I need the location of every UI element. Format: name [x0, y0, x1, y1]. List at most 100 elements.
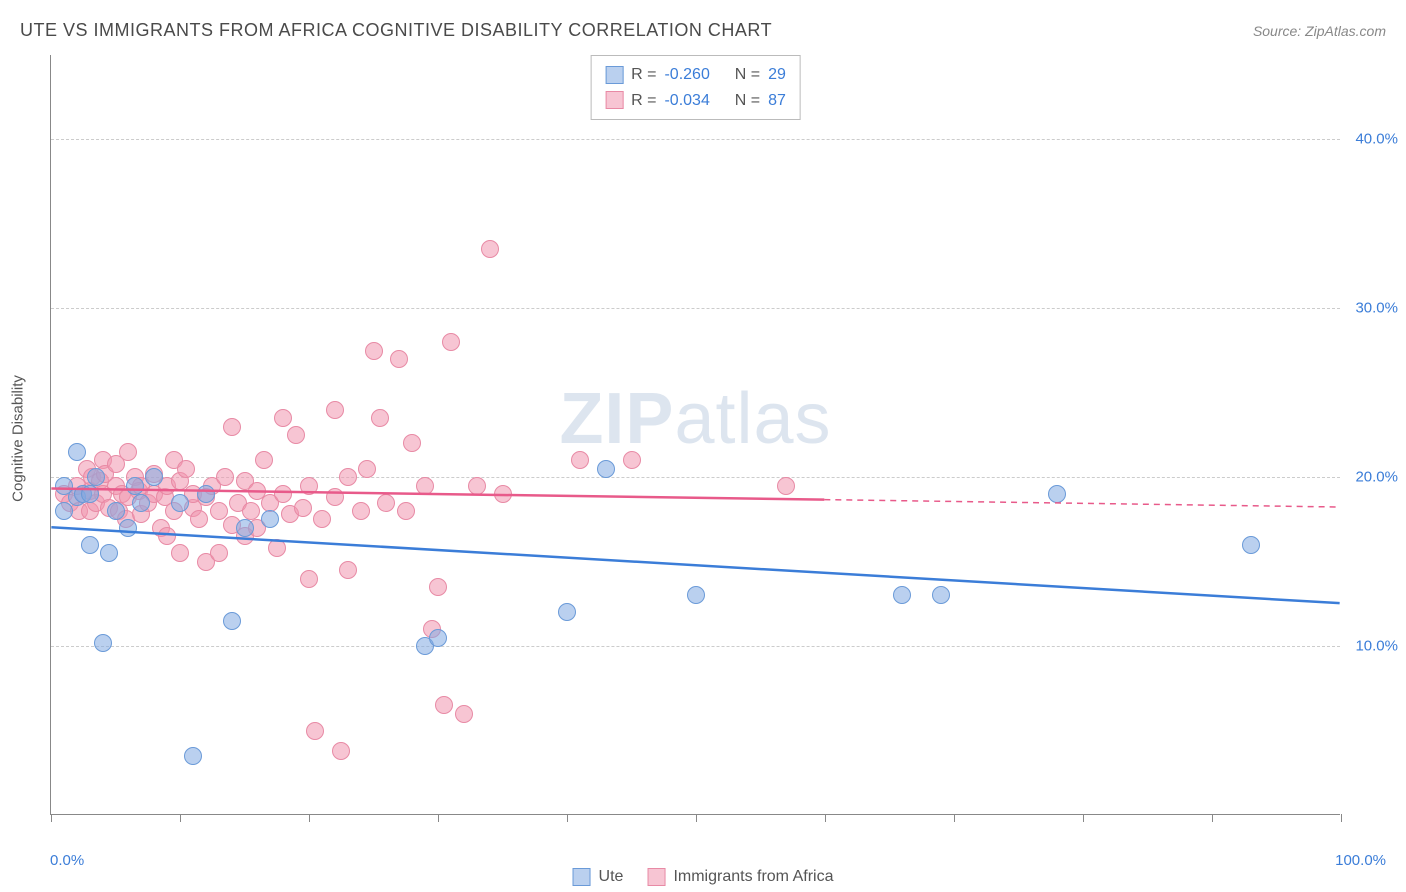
x-tick — [180, 814, 181, 822]
data-point-ute — [107, 502, 125, 520]
trend-line-dashed-africa — [824, 500, 1339, 507]
y-tick-label: 40.0% — [1346, 131, 1398, 148]
data-point-africa — [365, 342, 383, 360]
legend-item-ute: Ute — [573, 868, 624, 886]
data-point-africa — [571, 451, 589, 469]
data-point-africa — [481, 240, 499, 258]
x-tick — [51, 814, 52, 822]
legend-row-ute: R = -0.260 N = 29 — [605, 62, 786, 88]
data-point-ute — [893, 586, 911, 604]
legend-label-ute: Ute — [599, 868, 624, 886]
n-value-africa: 87 — [768, 88, 786, 114]
data-point-ute — [261, 510, 279, 528]
x-tick — [954, 814, 955, 822]
r-value-africa: -0.034 — [664, 88, 709, 114]
x-tick — [309, 814, 310, 822]
x-axis-max-label: 100.0% — [1335, 852, 1386, 869]
n-value-ute: 29 — [768, 62, 786, 88]
data-point-africa — [274, 485, 292, 503]
data-point-africa — [352, 502, 370, 520]
data-point-africa — [326, 401, 344, 419]
x-tick — [1212, 814, 1213, 822]
y-tick-label: 30.0% — [1346, 300, 1398, 317]
watermark-zip: ZIP — [559, 379, 674, 459]
legend-label-africa: Immigrants from Africa — [673, 868, 833, 886]
x-axis-min-label: 0.0% — [50, 852, 84, 869]
x-tick — [696, 814, 697, 822]
swatch-africa-bottom — [647, 868, 665, 886]
data-point-africa — [255, 451, 273, 469]
data-point-ute — [171, 494, 189, 512]
data-point-africa — [190, 510, 208, 528]
data-point-ute — [81, 485, 99, 503]
data-point-africa — [390, 350, 408, 368]
x-tick — [567, 814, 568, 822]
data-point-ute — [132, 494, 150, 512]
data-point-africa — [371, 409, 389, 427]
data-point-africa — [397, 502, 415, 520]
data-point-africa — [339, 468, 357, 486]
data-point-ute — [558, 603, 576, 621]
data-point-africa — [242, 502, 260, 520]
x-tick — [1083, 814, 1084, 822]
data-point-africa — [455, 705, 473, 723]
series-legend: Ute Immigrants from Africa — [573, 868, 834, 886]
data-point-africa — [313, 510, 331, 528]
data-point-ute — [687, 586, 705, 604]
chart-title: UTE VS IMMIGRANTS FROM AFRICA COGNITIVE … — [20, 20, 772, 41]
x-tick — [1341, 814, 1342, 822]
y-axis-label: Cognitive Disability — [10, 375, 27, 502]
data-point-africa — [442, 333, 460, 351]
data-point-africa — [119, 443, 137, 461]
data-point-ute — [1242, 536, 1260, 554]
plot-area: ZIPatlas R = -0.260 N = 29 R = -0.034 N … — [50, 55, 1340, 815]
data-point-ute — [87, 468, 105, 486]
data-point-africa — [429, 578, 447, 596]
data-point-africa — [494, 485, 512, 503]
data-point-ute — [55, 502, 73, 520]
swatch-africa — [605, 91, 623, 109]
data-point-africa — [403, 434, 421, 452]
r-label: R = — [631, 62, 656, 88]
data-point-africa — [332, 742, 350, 760]
data-point-africa — [158, 527, 176, 545]
data-point-ute — [68, 443, 86, 461]
data-point-africa — [306, 722, 324, 740]
data-point-ute — [94, 634, 112, 652]
data-point-africa — [623, 451, 641, 469]
data-point-africa — [358, 460, 376, 478]
data-point-ute — [100, 544, 118, 562]
data-point-africa — [326, 488, 344, 506]
correlation-legend: R = -0.260 N = 29 R = -0.034 N = 87 — [590, 55, 801, 120]
x-tick — [825, 814, 826, 822]
data-point-africa — [274, 409, 292, 427]
y-tick-label: 10.0% — [1346, 638, 1398, 655]
trend-lines-layer — [51, 55, 1340, 814]
watermark: ZIPatlas — [559, 378, 831, 460]
data-point-africa — [339, 561, 357, 579]
grid-line — [51, 646, 1340, 647]
n-label: N = — [735, 88, 760, 114]
data-point-africa — [416, 477, 434, 495]
data-point-africa — [210, 544, 228, 562]
data-point-ute — [236, 519, 254, 537]
data-point-africa — [268, 539, 286, 557]
data-point-africa — [294, 499, 312, 517]
r-label: R = — [631, 88, 656, 114]
data-point-ute — [1048, 485, 1066, 503]
data-point-africa — [300, 477, 318, 495]
data-point-africa — [177, 460, 195, 478]
data-point-africa — [171, 544, 189, 562]
title-bar: UTE VS IMMIGRANTS FROM AFRICA COGNITIVE … — [20, 20, 1386, 41]
data-point-ute — [597, 460, 615, 478]
data-point-ute — [197, 485, 215, 503]
y-tick-label: 20.0% — [1346, 469, 1398, 486]
r-value-ute: -0.260 — [664, 62, 709, 88]
grid-line — [51, 308, 1340, 309]
n-label: N = — [735, 62, 760, 88]
data-point-ute — [145, 468, 163, 486]
data-point-ute — [81, 536, 99, 554]
data-point-africa — [377, 494, 395, 512]
data-point-africa — [777, 477, 795, 495]
data-point-ute — [184, 747, 202, 765]
